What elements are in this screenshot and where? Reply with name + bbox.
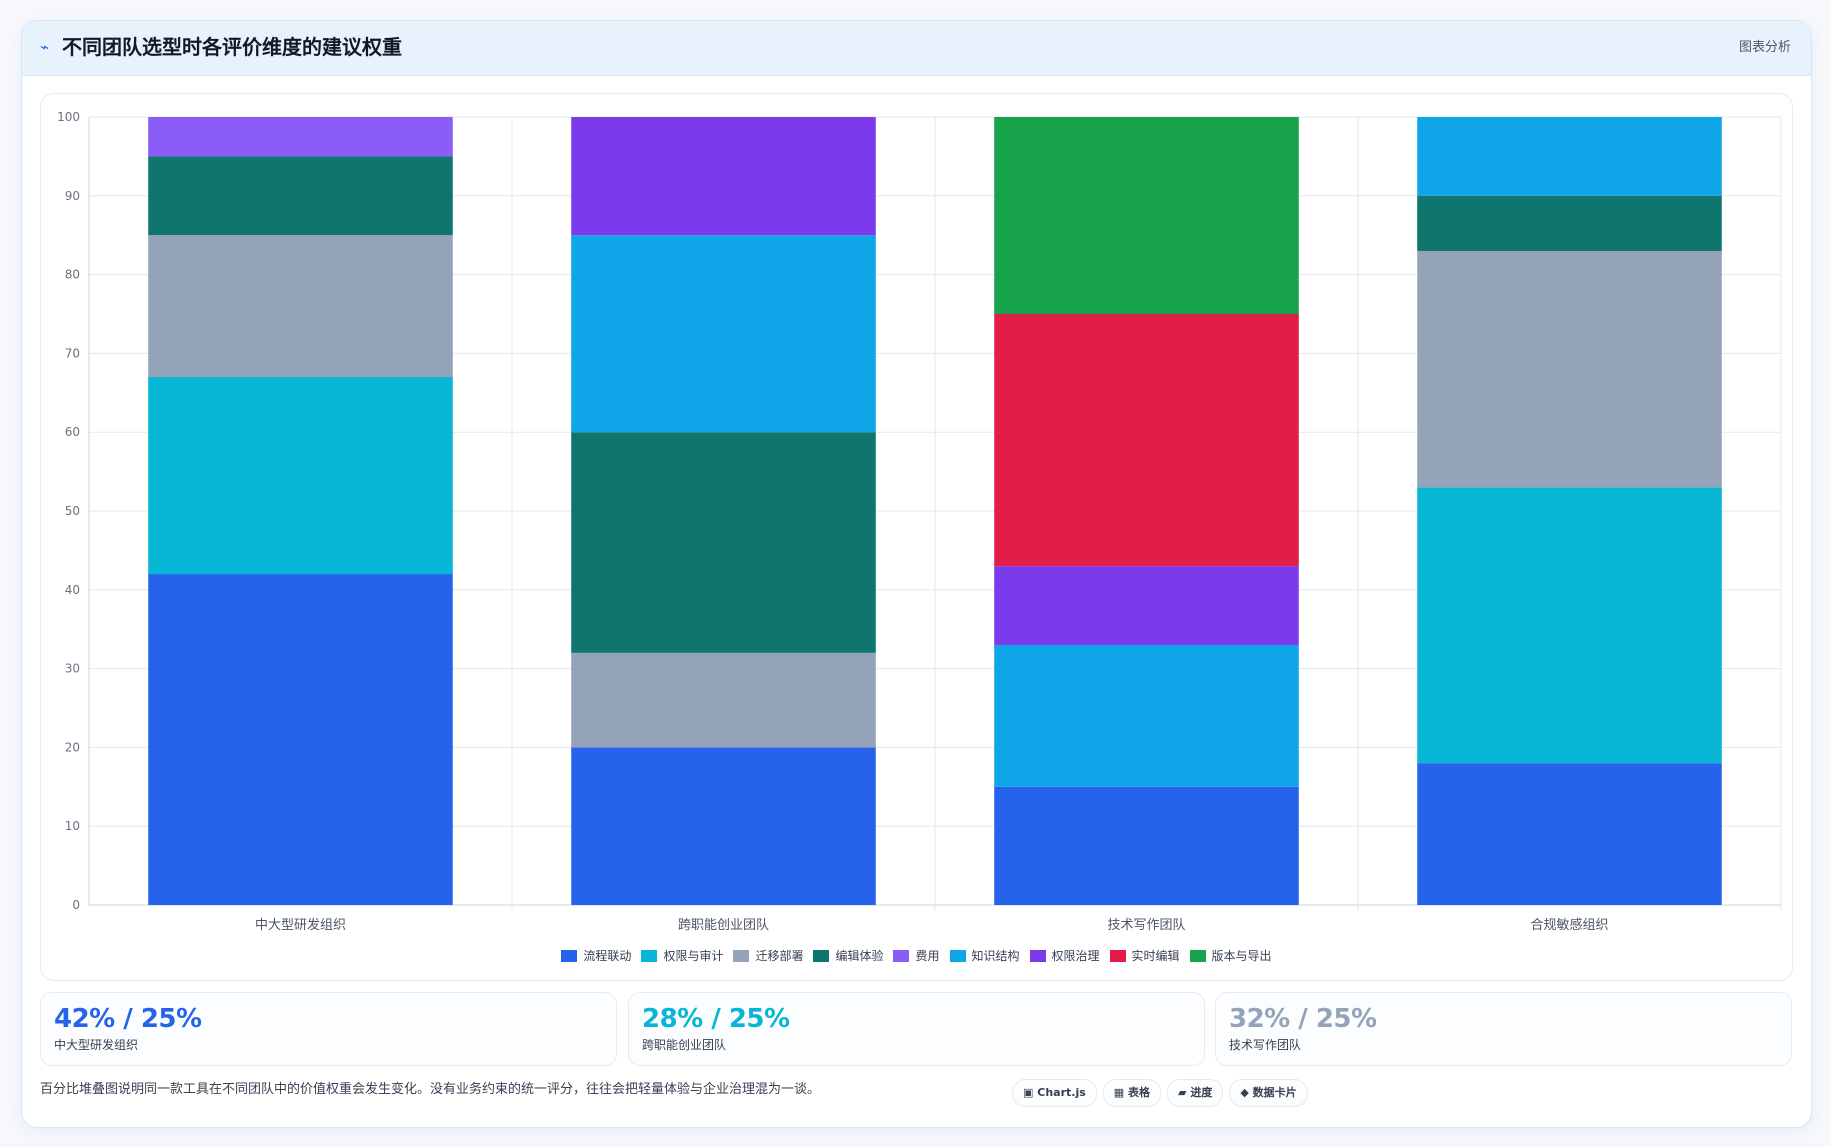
chip-label: 表格 [1128, 1086, 1151, 1099]
chip-progress[interactable]: ▰ 进度 [1167, 1079, 1224, 1107]
card-header: ⌁ 不同团队选型时各评价维度的建议权重 图表分析 [22, 21, 1811, 76]
legend-item[interactable]: 实时编辑 [1109, 948, 1180, 964]
legend-item[interactable]: 编辑体验 [813, 948, 883, 964]
legend-item[interactable]: 权限与审计 [641, 948, 723, 964]
y-tick-label: 90 [65, 189, 80, 203]
bar-segment [994, 314, 1299, 567]
legend-swatch [813, 950, 830, 962]
bar-segment [571, 652, 876, 748]
y-tick-label: 50 [65, 504, 80, 518]
legend-item[interactable]: 版本与导出 [1189, 948, 1272, 964]
bar-segment [1417, 763, 1722, 905]
legend-item[interactable]: 权限治理 [1029, 948, 1100, 964]
bar-segment [1417, 117, 1722, 196]
legend-label: 权限与审计 [663, 949, 724, 963]
legend-item[interactable]: 费用 [893, 948, 940, 964]
bar-segment [1417, 195, 1722, 251]
x-tick-label: 合规敏感组织 [1530, 917, 1608, 933]
table-icon: ▦ [1113, 1086, 1125, 1099]
legend-label: 实时编辑 [1131, 949, 1180, 963]
chip-table[interactable]: ▦ 表格 [1102, 1079, 1162, 1107]
chart-analysis-link[interactable]: 图表分析 [1738, 40, 1791, 55]
legend-label: 迁移部署 [755, 949, 804, 963]
chip-data-cards[interactable]: ◆ 数据卡片 [1229, 1079, 1308, 1107]
pulse-icon: ⌁ [40, 38, 50, 56]
legend-item[interactable]: 知识结构 [949, 948, 1020, 964]
bar-segment [571, 747, 876, 905]
chip-label: 数据卡片 [1252, 1086, 1297, 1099]
legend-item[interactable]: 迁移部署 [733, 948, 803, 964]
stat-label: 跨职能创业团队 [642, 1038, 727, 1052]
view-chips: ▣ Chart.js ▦ 表格 ▰ 进度 ◆ 数据卡片 [1012, 1079, 1314, 1107]
y-tick-label: 20 [65, 740, 80, 754]
chip-label: Chart.js [1037, 1086, 1086, 1099]
legend-swatch [1029, 950, 1046, 962]
x-tick-label: 技术写作团队 [1107, 918, 1185, 933]
chip-chartjs[interactable]: ▣ Chart.js [1012, 1079, 1097, 1107]
y-tick-label: 60 [65, 425, 80, 439]
y-tick-label: 70 [65, 346, 80, 360]
legend-swatch [641, 950, 658, 962]
legend-swatch [949, 950, 966, 962]
legend-swatch [733, 950, 750, 962]
y-tick-label: 30 [65, 662, 80, 676]
bar-segment [571, 235, 876, 433]
bar-segment [148, 156, 453, 236]
legend-label: 流程联动 [583, 949, 632, 963]
stat-card-2: 28% / 25% 跨职能创业团队 [628, 992, 1205, 1066]
bar-segment [148, 377, 453, 575]
page-title: 不同团队选型时各评价维度的建议权重 [62, 35, 402, 59]
y-tick-label: 10 [65, 819, 80, 833]
x-tick-label: 中大型研发组织 [255, 917, 346, 933]
stat-card-3: 32% / 25% 技术写作团队 [1215, 992, 1792, 1066]
legend-label: 编辑体验 [835, 949, 884, 963]
progress-icon: ▰ [1178, 1086, 1187, 1099]
y-tick-label: 40 [65, 583, 80, 597]
bar-segment [1417, 487, 1722, 764]
legend-label: 权限治理 [1051, 949, 1100, 963]
stat-label: 中大型研发组织 [54, 1038, 139, 1052]
legend-swatch [893, 950, 910, 962]
stat-label: 技术写作团队 [1229, 1038, 1302, 1052]
bar-segment [1417, 250, 1722, 488]
diamond-icon: ◆ [1240, 1086, 1249, 1099]
stat-value: 42% / 25% [54, 1004, 202, 1034]
y-tick-label: 80 [65, 268, 80, 282]
legend-swatch [1109, 950, 1126, 962]
bar-segment [148, 574, 453, 905]
bar-segment [571, 117, 876, 236]
legend-swatch [1189, 950, 1206, 962]
chart-icon: ▣ [1023, 1086, 1034, 1099]
legend-swatch [561, 950, 578, 962]
legend-label: 知识结构 [971, 949, 1020, 963]
bar-segment [994, 117, 1299, 314]
bar-segment [148, 235, 453, 378]
stat-value: 28% / 25% [642, 1004, 790, 1034]
stacked-bar-chart: 0 10 20 30 40 50 60 70 80 90 100 中大型研发组织 跨职能创业团队 技术写作… [57, 110, 1782, 933]
footer-note: 百分比堆叠图说明同一款工具在不同团队中的价值权重会发生变化。没有业务约束的统一评… [40, 1082, 821, 1097]
legend-label: 版本与导出 [1211, 949, 1272, 963]
bar-segment [571, 432, 876, 653]
bar-segment [994, 566, 1299, 645]
x-tick-label: 跨职能创业团队 [678, 918, 769, 933]
chart-panel: 0 10 20 30 40 50 60 70 80 90 100 中大型研发组织 跨职能创业团队 技术写作… [40, 93, 1793, 981]
stat-value: 32% / 25% [1229, 1004, 1377, 1034]
stat-cards: 42% / 25% 中大型研发组织 28% / 25% 跨职能创业团队 32% … [40, 992, 1792, 1066]
bar-segment [994, 786, 1299, 905]
y-tick-label: 0 [72, 898, 80, 912]
stat-card-1: 42% / 25% 中大型研发组织 [40, 992, 617, 1066]
y-tick-label: 100 [57, 110, 80, 124]
legend-label: 费用 [915, 949, 940, 963]
chip-label: 进度 [1190, 1086, 1213, 1099]
bar-segment [994, 644, 1299, 787]
legend-item[interactable]: 流程联动 [561, 948, 631, 964]
bar-segment [148, 117, 453, 157]
chart-card: ⌁ 不同团队选型时各评价维度的建议权重 图表分析 0 10 20 30 40 50 60 70… [21, 20, 1812, 1128]
chart-legend: 流程联动 权限与审计 迁移部署 编辑体验 费用 知识结构 权限治理 实时编辑 版本与导出 [41, 948, 1792, 964]
